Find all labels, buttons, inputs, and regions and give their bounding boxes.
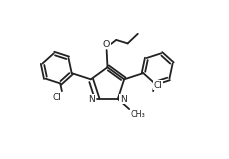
Text: Cl: Cl [154, 81, 163, 90]
Text: O: O [103, 40, 110, 49]
Text: N: N [120, 95, 127, 104]
Text: Cl: Cl [52, 93, 61, 102]
Text: CH₃: CH₃ [130, 110, 145, 119]
Text: N: N [88, 95, 95, 104]
